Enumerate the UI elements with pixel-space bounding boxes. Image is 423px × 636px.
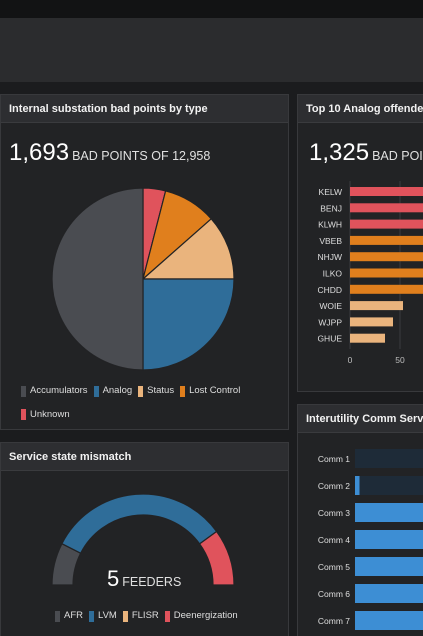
analog-bar-ilko[interactable] (350, 268, 423, 278)
analog-category-label: GHUE (317, 334, 342, 344)
analog-bar-chdd[interactable] (350, 284, 423, 294)
legend-swatch (89, 610, 94, 622)
legend-swatch (164, 610, 170, 622)
analog-bar-nhjw[interactable] (350, 252, 423, 262)
feeders-label: FEEDERS (122, 575, 182, 589)
bad-points-summary: 1,693 BAD POINTS OF 12,958 (9, 139, 210, 167)
analog-category-label: BENJ (320, 203, 342, 213)
comm-bar-track (355, 449, 423, 468)
service-state-gauge (51, 493, 235, 586)
analog-bar-ghue[interactable] (350, 333, 385, 343)
legend-swatch (180, 385, 186, 397)
analog-category-label: KLWH (318, 220, 342, 230)
comm-category-label: Comm 2 (318, 481, 350, 491)
gauge-legend-lvm[interactable]: LVM (89, 606, 117, 626)
legend-label: Accumulators (30, 385, 88, 396)
pie-slice-accumulators[interactable] (51, 187, 144, 371)
gauge-legend-deenergization[interactable]: Deenergization (164, 606, 238, 626)
panel-title: Internal substation bad points by type (1, 95, 288, 123)
comm-bar-comm-7[interactable] (355, 611, 423, 630)
gauge-segment-deenergization[interactable] (198, 530, 235, 586)
analog-category-label: NHJW (317, 252, 342, 262)
gauge-segment-lvm[interactable] (61, 493, 218, 555)
legend-label: Status (147, 385, 175, 396)
legend-label: FLISR (131, 610, 159, 621)
top-bar (0, 0, 423, 18)
comm-category-label: Comm 5 (318, 562, 350, 572)
analog-offenders-bar-chart: KELW BENJ KLWH VBEB NHJW ILKO CHDD WOIE WJPP GHUE… (317, 181, 423, 365)
comm-services-bar-chart: Comm 1 Comm 2 Comm 3 Comm 4 Comm 5 Comm 6 Comm… (318, 449, 423, 630)
feeders-count: 5 (107, 566, 120, 591)
pie-legend-analog[interactable]: Analog (93, 381, 133, 401)
analog-bar-klwh[interactable] (350, 219, 423, 229)
service-state-legend: AFR LVM FLISR Deenergization (55, 606, 288, 630)
legend-label: Deenergization (173, 610, 238, 621)
legend-label: Lost Control (189, 385, 241, 396)
bad-points-count: 1,693 (9, 139, 70, 166)
analog-count-label: BAD POINTS (372, 149, 423, 163)
bad-points-legend: Accumulators Analog Status Lost Control Unkn… (21, 381, 281, 428)
pie-slice-analog[interactable] (142, 278, 235, 371)
comm-bar-comm-2[interactable] (355, 476, 360, 495)
legend-swatch (138, 385, 144, 397)
pie-legend-unknown[interactable]: Unknown (21, 405, 70, 425)
legend-swatch (21, 409, 26, 420)
pie-legend-status[interactable]: Status (138, 381, 174, 401)
pie-legend-lost-control[interactable]: Lost Control (180, 381, 240, 401)
legend-swatch (93, 385, 99, 397)
comm-category-label: Comm 1 (318, 454, 350, 464)
analog-bar-vbeb[interactable] (350, 235, 423, 245)
analog-category-label: WOIE (319, 301, 342, 311)
comm-category-label: Comm 4 (318, 535, 350, 545)
dashboard-header (0, 18, 423, 82)
comm-bar-comm-3[interactable] (355, 503, 423, 522)
analog-count: 1,325 (309, 139, 370, 166)
legend-swatch (122, 610, 128, 622)
comm-bar-track (355, 476, 423, 495)
panel-title: Top 10 Analog offenders (298, 95, 423, 123)
comm-category-label: Comm 7 (318, 616, 350, 626)
analog-bar-kelw[interactable] (350, 187, 423, 196)
comm-category-label: Comm 6 (318, 589, 350, 599)
analog-category-label: VBEB (319, 236, 342, 246)
bad-points-pie-chart (51, 187, 235, 371)
legend-label: Unknown (30, 408, 70, 420)
legend-swatch (55, 610, 60, 622)
bad-points-panel: Internal substation bad points by type 1… (0, 94, 289, 430)
legend-label: LVM (98, 610, 117, 621)
analog-category-label: KELW (319, 187, 342, 197)
comm-bar-comm-5[interactable] (355, 557, 423, 576)
analog-bar-woie[interactable] (350, 301, 403, 311)
comm-bar-comm-6[interactable] (355, 584, 423, 603)
analog-tick-label: 50 (395, 355, 405, 365)
comm-category-label: Comm 3 (318, 508, 350, 518)
pie-slice-status[interactable] (141, 217, 235, 280)
service-state-panel: Service state mismatch 5 FEEDERS AFR LVM FL… (0, 442, 289, 636)
analog-category-label: ILKO (323, 269, 343, 279)
legend-label: AFR (64, 610, 83, 621)
comm-bar-comm-4[interactable] (355, 530, 423, 549)
analog-bar-wjpp[interactable] (350, 317, 393, 327)
analog-bar-benj[interactable] (350, 203, 423, 213)
analog-category-label: WJPP (318, 317, 342, 327)
legend-swatch (21, 385, 26, 397)
analog-category-label: CHDD (317, 285, 342, 295)
gauge-legend-afr[interactable]: AFR (55, 606, 83, 626)
legend-label: Analog (102, 385, 133, 396)
bad-points-count-label: BAD POINTS OF 12,958 (72, 149, 211, 163)
service-summary: 5 FEEDERS (107, 566, 181, 592)
panel-title: Service state mismatch (1, 443, 288, 471)
gauge-legend-flisr[interactable]: FLISR (122, 606, 159, 626)
pie-legend-accumulators[interactable]: Accumulators (21, 381, 88, 401)
analog-tick-label: 0 (348, 355, 353, 365)
